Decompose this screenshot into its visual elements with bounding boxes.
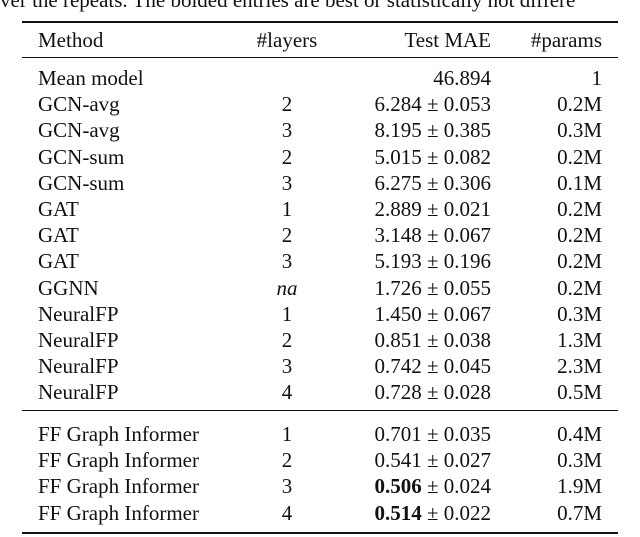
- layers: 1: [281, 197, 293, 221]
- params: 0.4M: [557, 422, 602, 446]
- group-rule: [22, 410, 618, 411]
- test-mae: 0.851 ± 0.038: [374, 328, 491, 352]
- method: NeuralFP: [38, 380, 119, 405]
- params: 2.3M: [557, 354, 602, 379]
- layers: 3: [281, 249, 293, 274]
- test-mae: 6.275 ± 0.306: [374, 170, 491, 195]
- params: 0.2M: [557, 275, 602, 300]
- params: 0.7M: [557, 500, 602, 525]
- test-mae: 8.195 ± 0.385: [374, 118, 491, 143]
- test-mae: 5.193 ± 0.196: [374, 249, 491, 274]
- method: GAT: [38, 249, 79, 274]
- params: 0.3M: [557, 118, 602, 143]
- method: NeuralFP: [38, 328, 119, 352]
- test-mae: 1.450 ± 0.067: [374, 301, 491, 326]
- test-mae: 0.541 ± 0.027: [374, 448, 491, 473]
- params: 0.2M: [557, 92, 602, 117]
- header-layers: #layers: [256, 28, 318, 52]
- method: NeuralFP: [38, 301, 119, 326]
- method: GAT: [38, 223, 79, 248]
- layers: 3: [281, 170, 293, 195]
- method: FF Graph Informer: [38, 448, 199, 473]
- header-params: #params: [530, 28, 602, 52]
- test-mae: 1.726 ± 0.055: [374, 275, 491, 300]
- test-mae: 3.148 ± 0.067: [374, 223, 491, 248]
- test-mae: 0.742 ± 0.045: [374, 354, 491, 379]
- value-rest: ± 0.024: [421, 474, 491, 499]
- layers: 4: [281, 380, 293, 405]
- top-rule: [22, 21, 618, 23]
- layers: 4: [281, 500, 293, 525]
- method: FF Graph Informer: [38, 422, 199, 446]
- test-mae: 2.889 ± 0.021: [374, 197, 491, 221]
- method: GCN-avg: [38, 118, 120, 143]
- method: GAT: [38, 197, 79, 221]
- caption: ver the repeats. The bolded entries are …: [0, 0, 576, 12]
- layers: 3: [281, 118, 293, 143]
- method: GCN-avg: [38, 92, 120, 117]
- bold-value: 0.514: [374, 500, 422, 525]
- params: 0.2M: [557, 249, 602, 274]
- header-rule: [22, 57, 618, 58]
- layers: 3: [281, 474, 293, 499]
- method: GCN-sum: [38, 170, 125, 195]
- header-method: Method: [38, 28, 104, 52]
- test-mae: 0.728 ± 0.028: [374, 380, 491, 405]
- params: 1: [591, 66, 603, 90]
- params: 0.5M: [557, 380, 602, 405]
- test-mae: 5.015 ± 0.082: [374, 144, 491, 169]
- bold-value: 0.506: [374, 474, 422, 499]
- method: GCN-sum: [38, 144, 125, 169]
- layers: na: [276, 275, 298, 300]
- method: NeuralFP: [38, 354, 119, 379]
- test-mae: 0.701 ± 0.035: [374, 422, 491, 446]
- test-mae: 46.894: [433, 66, 491, 90]
- layers: 2: [281, 92, 293, 117]
- test-mae: 0.506 ± 0.024: [374, 474, 491, 498]
- layers: 2: [281, 223, 293, 248]
- params: 0.1M: [557, 170, 602, 195]
- method: GGNN: [38, 275, 99, 300]
- params: 0.2M: [557, 144, 602, 169]
- params: 1.3M: [557, 328, 602, 352]
- layers: 2: [281, 144, 293, 169]
- params: 0.3M: [557, 301, 602, 326]
- params: 1.9M: [557, 474, 602, 499]
- layers: 1: [281, 422, 293, 446]
- method: FF Graph Informer: [38, 474, 199, 499]
- layers: 2: [281, 328, 293, 352]
- bottom-rule: [22, 532, 618, 534]
- test-mae: 6.284 ± 0.053: [374, 92, 491, 117]
- params: 0.2M: [557, 223, 602, 248]
- method: FF Graph Informer: [38, 500, 199, 525]
- layers: 3: [281, 354, 293, 379]
- value-rest: ± 0.022: [421, 500, 491, 525]
- layers: 1: [281, 301, 293, 326]
- params: 0.3M: [557, 448, 602, 473]
- test-mae: 0.514 ± 0.022: [374, 501, 491, 525]
- header-test-mae: Test MAE: [404, 28, 491, 52]
- layers: 2: [281, 448, 293, 473]
- params: 0.2M: [557, 197, 602, 221]
- method: Mean model: [38, 66, 144, 90]
